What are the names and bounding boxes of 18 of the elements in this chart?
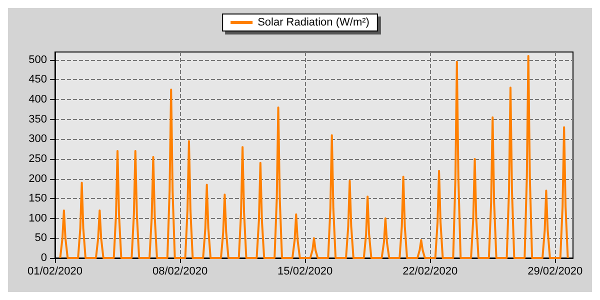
y-tick-label: 200 [28,172,47,185]
y-tick-label: 150 [28,192,47,205]
y-tick-label: 400 [28,94,47,106]
y-tick-label: 100 [28,212,47,224]
x-tick-label: 15/02/2020 [278,266,333,278]
y-tick-label: 0 [40,252,47,264]
y-tick-label: 500 [28,54,47,66]
y-tick-label: 300 [28,133,47,146]
x-tick-label: 22/02/2020 [402,266,458,278]
x-tick-label: 01/02/2020 [27,266,83,278]
y-tick-label: 50 [34,232,47,244]
line-series [59,54,569,259]
y-tick-label: 350 [28,113,47,126]
y-tick-label: 250 [28,152,47,165]
x-tick-label: 08/02/2020 [152,266,208,278]
x-tick-label: 29/02/2020 [528,266,583,278]
legend-label: Solar Radiation (W/m²) [258,16,370,28]
y-tick-label: 450 [28,74,47,86]
